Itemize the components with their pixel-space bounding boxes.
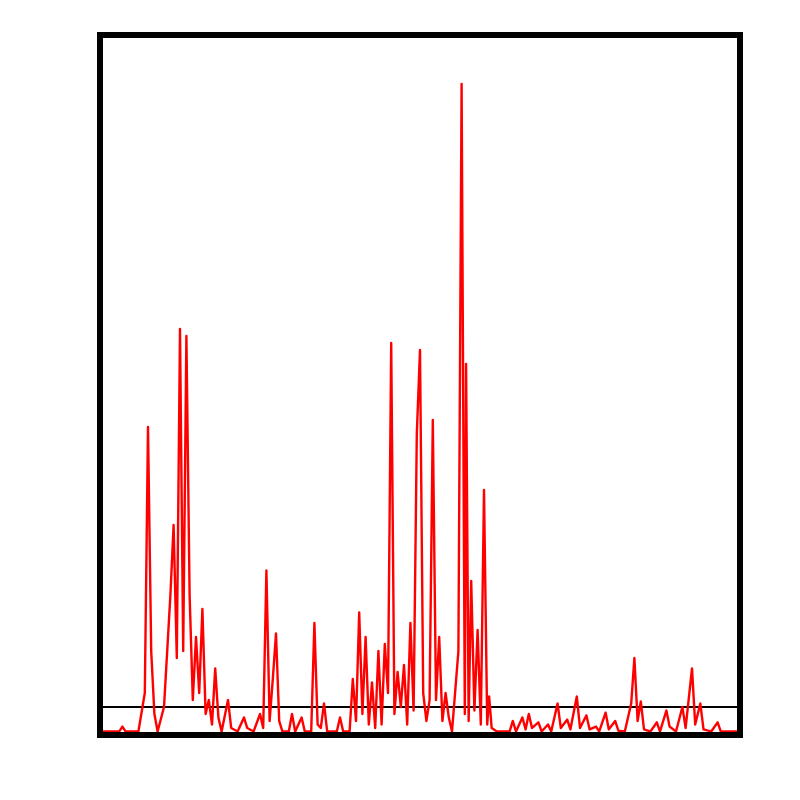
chart-svg bbox=[0, 0, 800, 800]
chart-background bbox=[0, 0, 800, 800]
spectrum-chart bbox=[0, 0, 800, 800]
